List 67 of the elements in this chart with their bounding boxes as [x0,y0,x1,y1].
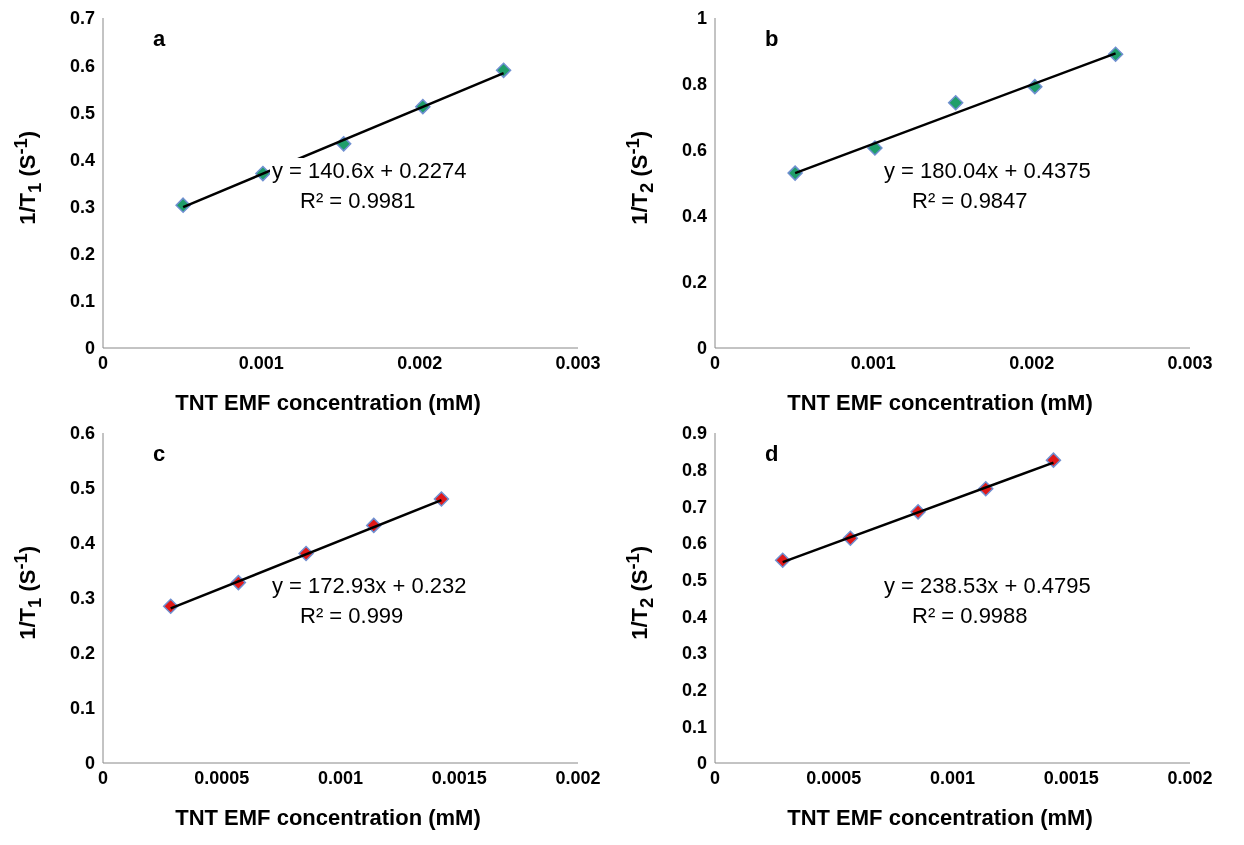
x-tick-label: 0.002 [1167,767,1213,788]
y-tick-label: 0.1 [69,698,95,719]
x-axis-title: TNT EMF concentration (mM) [174,390,482,416]
x-tick-label: 0.001 [238,352,284,373]
x-axis-title: TNT EMF concentration (mM) [786,805,1094,831]
y-tick-label: 0.9 [681,423,707,444]
x-tick-label: 0.002 [1009,352,1055,373]
x-tick-label: 0.0015 [431,767,487,788]
y-tick-label: 0.6 [69,55,95,76]
annotation: y = 180.04x + 0.4375 [882,158,1093,184]
annotation: y = 172.93x + 0.232 [270,573,469,599]
annotation: R² = 0.9988 [912,603,1028,629]
y-tick-label: 0.4 [69,533,95,554]
x-tick-label: 0.0015 [1043,767,1099,788]
annotation: y = 140.6x + 0.2274 [270,158,469,184]
x-tick-label: 0.002 [555,767,601,788]
y-tick-label: 0.3 [681,643,707,664]
x-tick-label: 0.003 [1167,352,1213,373]
y-tick-label: 0.6 [69,423,95,444]
annotation: y = 238.53x + 0.4795 [882,573,1093,599]
y-tick-label: 0.7 [681,496,707,517]
y-tick-label: 0.2 [69,244,95,265]
annotation: R² = 0.999 [300,603,404,629]
y-tick-label: 0.3 [69,196,95,217]
y-tick-label: 1 [696,8,707,29]
x-tick-label: 0 [709,767,721,788]
y-tick-label: 0.4 [681,606,707,627]
x-axis-title: TNT EMF concentration (mM) [786,390,1094,416]
y-tick-label: 0.5 [69,102,95,123]
annotation: R² = 0.9847 [912,188,1028,214]
y-tick-label: 0.1 [69,291,95,312]
point [495,62,512,79]
y-tick-label: 0.6 [681,140,707,161]
x-tick-label: 0.002 [397,352,443,373]
annotation: c [153,441,166,467]
y-tick-label: 0.2 [681,680,707,701]
y-tick-label: 0.1 [681,716,707,737]
x-tick-label: 0.0005 [806,767,862,788]
annotation: d [765,441,779,467]
x-tick-label: 0 [97,352,109,373]
y-tick-label: 0 [84,753,95,774]
y-tick-label: 0.7 [69,8,95,29]
x-tick-label: 0.0005 [194,767,250,788]
x-tick-label: 0.001 [317,767,364,788]
y-tick-label: 0 [84,338,95,359]
annotation: a [153,26,166,52]
annotation: b [765,26,779,52]
y-tick-label: 0.5 [681,570,707,591]
y-tick-label: 0 [696,753,707,774]
x-tick-label: 0.001 [850,352,896,373]
annotation: R² = 0.9981 [300,188,416,214]
x-tick-label: 0 [709,352,721,373]
y-tick-label: 0.4 [681,206,707,227]
x-axis-title: TNT EMF concentration (mM) [174,805,482,831]
y-tick-label: 0.5 [69,478,95,499]
y-tick-label: 0.2 [69,643,95,664]
y-tick-label: 0.4 [69,149,95,170]
y-tick-label: 0.6 [681,533,707,554]
x-tick-label: 0.001 [929,767,976,788]
y-tick-label: 0.8 [681,74,707,95]
y-tick-label: 0.3 [69,588,95,609]
y-tick-label: 0 [696,338,707,359]
x-tick-label: 0.003 [555,352,601,373]
y-tick-label: 0.8 [681,460,707,481]
x-tick-label: 0 [97,767,109,788]
point [947,95,964,111]
y-tick-label: 0.2 [681,272,707,293]
